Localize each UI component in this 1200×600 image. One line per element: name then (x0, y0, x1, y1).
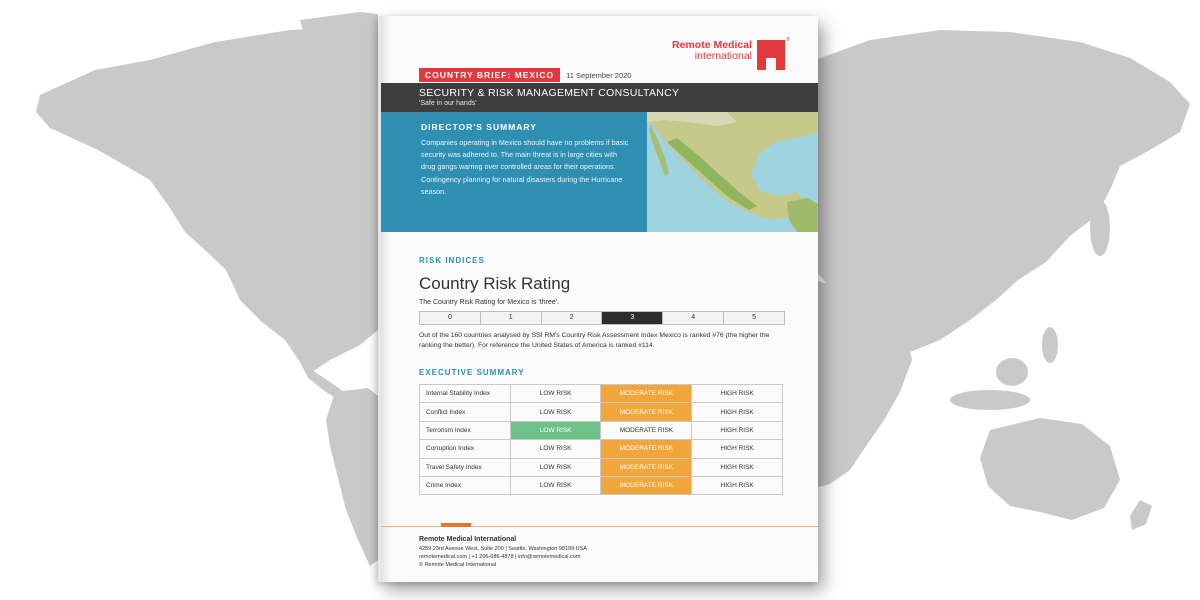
index-name: Conflict Index (419, 402, 511, 422)
country-brief-brochure: Remote Medical international ® COUNTRY B… (378, 16, 818, 582)
index-name: Corruption Index (419, 439, 511, 459)
risk-level-cell: LOW RISK (509, 439, 602, 459)
logo-line-1: Remote Medical (672, 39, 752, 51)
country-risk-title: Country Risk Rating (419, 274, 571, 293)
risk-indices-label: RISK INDICES (419, 256, 485, 265)
country-brief-tag: COUNTRY BRIEF: MEXICO (419, 68, 561, 82)
borneo-shape (996, 358, 1028, 386)
table-row: Terrorism Index LOW RISK MODERATE RISK HIGH… (419, 420, 783, 441)
risk-level-cell: HIGH RISK (691, 420, 783, 441)
mexico-map-image (647, 112, 818, 232)
scale-cell-0: 0 (420, 312, 481, 324)
eurasia-shape (815, 30, 1190, 352)
risk-level-cell: HIGH RISK (691, 457, 783, 477)
philippines-shape (1042, 327, 1058, 363)
africa-shape (815, 280, 912, 488)
executive-summary-table: Internal Stability Index LOW RISK MODERATE… (419, 383, 783, 496)
table-row: Travel Safety Index LOW RISK MODERATE RISK… (419, 457, 783, 477)
footer-contact: remotemedical.com | +1 206-686-4878 | in… (419, 554, 581, 560)
australia-shape (980, 418, 1120, 520)
new-zealand-shape (1130, 500, 1152, 530)
japan-shape (1090, 200, 1110, 256)
executive-summary-label: EXECUTIVE SUMMARY (419, 368, 525, 377)
table-row: Internal Stability Index LOW RISK MODERATE… (419, 383, 783, 404)
footer: Remote Medical International 4259 23rd A… (419, 536, 587, 569)
footer-org-name: Remote Medical International (419, 536, 517, 543)
risk-level-cell: HIGH RISK (691, 475, 783, 496)
logo-mark-icon: ® (757, 37, 790, 70)
registered-mark: ® (786, 37, 790, 43)
company-logo: Remote Medical international ® (672, 37, 790, 70)
risk-level-cell: LOW RISK (509, 402, 602, 422)
risk-level-cell: LOW RISK (509, 475, 602, 496)
scale-cell-4: 4 (663, 312, 725, 324)
director-summary-panel: DIRECTOR'S SUMMARY Companies operating i… (381, 112, 647, 232)
risk-level-cell: MODERATE RISK (600, 439, 693, 459)
footer-accent (441, 523, 471, 527)
header-band: SECURITY & RISK MANAGEMENT CONSULTANCY '… (381, 83, 818, 112)
scale-cell-3: 3 (602, 312, 664, 324)
risk-level-cell: HIGH RISK (691, 402, 783, 422)
index-name: Travel Safety Index (419, 457, 511, 477)
brief-tag-row: COUNTRY BRIEF: MEXICO 11 September 2020 (419, 68, 631, 82)
risk-level-cell: MODERATE RISK (600, 383, 693, 404)
risk-level-cell: MODERATE RISK (600, 475, 693, 496)
rating-note: The Country Risk Rating for Mexico is 't… (419, 299, 559, 306)
footer-divider (381, 526, 818, 527)
scale-cell-5: 5 (724, 312, 784, 324)
risk-level-cell: MODERATE RISK (600, 402, 693, 422)
consultancy-title: SECURITY & RISK MANAGEMENT CONSULTANCY (419, 87, 680, 99)
footer-address: 4259 23rd Avenue West, Suite 200 | Seatt… (419, 546, 587, 552)
index-name: Internal Stability Index (419, 383, 511, 404)
risk-level-cell: MODERATE RISK (600, 420, 693, 441)
brief-date: 11 September 2020 (566, 70, 632, 80)
risk-level-cell: MODERATE RISK (600, 457, 693, 477)
brochure-spine-shadow (381, 16, 391, 582)
south-america-shape (326, 388, 378, 566)
scale-cell-2: 2 (541, 312, 603, 324)
indonesia-shape (950, 390, 1030, 410)
footer-copyright: © Remote Medical International (419, 562, 497, 568)
director-summary-text: Companies operating in Mexico should hav… (421, 138, 629, 196)
north-america-shape (36, 28, 378, 372)
table-row: Corruption Index LOW RISK MODERATE RISK HIG… (419, 439, 783, 459)
scale-cell-1: 1 (480, 312, 542, 324)
risk-level-cell: LOW RISK (509, 420, 602, 441)
index-name: Crime Index (419, 475, 511, 496)
risk-level-cell: LOW RISK (509, 383, 602, 404)
risk-level-cell: LOW RISK (509, 457, 602, 477)
greenland-shape (300, 12, 378, 80)
logo-line-2: international (694, 50, 752, 62)
risk-level-cell: HIGH RISK (691, 439, 783, 459)
logo-wordmark: Remote Medical international (672, 40, 752, 62)
index-name: Terrorism Index (419, 420, 511, 441)
table-row: Crime Index LOW RISK MODERATE RISK HIGH RIS… (419, 475, 783, 496)
risk-level-cell: HIGH RISK (691, 383, 783, 404)
table-row: Conflict Index LOW RISK MODERATE RISK HIGH … (419, 402, 783, 422)
ranking-note: Out of the 160 countries analysed by SSI… (419, 332, 770, 349)
consultancy-tagline: 'Safe in our hands' (419, 100, 477, 107)
director-summary-heading: DIRECTOR'S SUMMARY (421, 122, 537, 132)
